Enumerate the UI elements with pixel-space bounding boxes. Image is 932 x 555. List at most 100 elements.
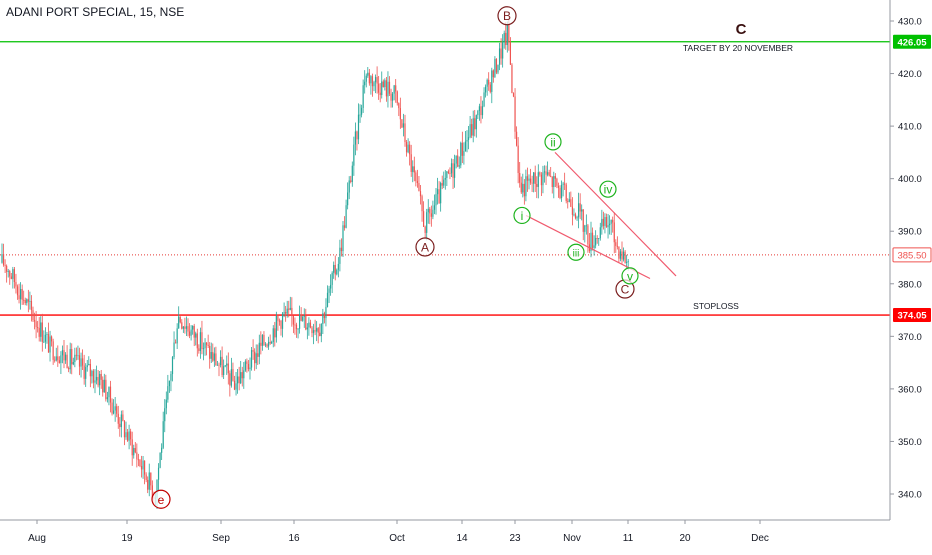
candle-body-73 <box>114 406 116 411</box>
candle-body-202 <box>314 330 316 332</box>
candle-body-106 <box>165 399 167 409</box>
candle-body-260 <box>404 123 406 143</box>
candle-body-162 <box>252 350 254 352</box>
candle-body-166 <box>258 342 260 357</box>
candle-body-182 <box>283 312 285 314</box>
candle-body-155 <box>241 372 243 379</box>
candle-body-253 <box>393 85 395 94</box>
price-tick-label-3: 370.0 <box>898 332 922 343</box>
candle-body-41 <box>64 354 67 361</box>
candle-body-362 <box>562 183 564 185</box>
candle-body-269 <box>418 183 420 192</box>
candle-body-55 <box>86 365 88 368</box>
candle-body-262 <box>407 144 409 153</box>
candle-body-80 <box>125 432 127 438</box>
candle-body-56 <box>88 363 90 366</box>
candle-body-207 <box>322 313 324 324</box>
candle-body-120 <box>187 326 189 332</box>
candle-body-180 <box>280 320 282 329</box>
candle-body-189 <box>294 324 296 326</box>
candle-body-198 <box>308 322 310 328</box>
candle-body-14 <box>23 299 25 301</box>
candle-body-231 <box>359 114 361 116</box>
candle-body-177 <box>275 315 277 338</box>
candle-body-312 <box>485 86 487 93</box>
candle-body-43 <box>68 368 70 370</box>
candle-body-16 <box>26 299 28 304</box>
candle-body-341 <box>529 178 532 183</box>
candle-body-390 <box>605 217 608 228</box>
candle-body-346 <box>537 172 539 187</box>
price-tick-label-2: 360.0 <box>898 384 922 395</box>
candle-body-281 <box>436 189 439 195</box>
candle-body-81 <box>126 432 129 441</box>
candle-body-223 <box>347 192 349 206</box>
candle-body-137 <box>213 353 215 361</box>
candle-body-7 <box>12 269 14 279</box>
candle-body-298 <box>463 151 465 156</box>
candle-body-17 <box>27 299 29 302</box>
candle-body-15 <box>24 300 26 304</box>
price-tick-label-6: 400.0 <box>898 174 922 185</box>
candle-body-255 <box>396 91 398 104</box>
price-tick-label-4: 380.0 <box>898 279 922 290</box>
candle-body-48 <box>75 354 77 356</box>
time-tick-label-10: Dec <box>751 533 769 544</box>
candle-body-216 <box>336 269 338 275</box>
candle-body-214 <box>333 264 335 273</box>
candle-body-384 <box>596 238 598 239</box>
candle-body-321 <box>498 48 501 65</box>
candle-body-377 <box>585 225 587 227</box>
candle-body-292 <box>454 163 456 178</box>
candle-body-104 <box>162 421 164 448</box>
price-tick-label-1: 350.0 <box>898 437 922 448</box>
candle-body-163 <box>254 351 256 364</box>
candle-body-66 <box>103 379 105 393</box>
candle-body-368 <box>571 206 573 215</box>
candle-body-151 <box>235 383 237 390</box>
candle-body-39 <box>61 350 64 356</box>
candle-body-58 <box>91 370 93 377</box>
candle-body-273 <box>424 226 426 233</box>
candle-body-117 <box>182 326 184 329</box>
candle-body-108 <box>168 380 170 387</box>
candle-body-90 <box>140 466 143 470</box>
candle-body-330 <box>512 93 515 97</box>
candle-body-139 <box>216 364 219 366</box>
candle-body-333 <box>517 145 519 174</box>
candle-body-386 <box>599 227 601 239</box>
candle-body-209 <box>325 306 327 319</box>
candle-body-391 <box>607 225 609 228</box>
candle-body-205 <box>319 332 321 337</box>
candle-body-176 <box>274 328 276 338</box>
price-tick-label-5: 390.0 <box>898 227 922 238</box>
candle-body-245 <box>381 81 383 96</box>
candle-body-345 <box>536 183 538 187</box>
wave-label-3: C <box>736 21 747 38</box>
candle-body-123 <box>192 325 194 330</box>
candle-body-145 <box>226 363 228 366</box>
candle-body-105 <box>164 408 166 422</box>
candle-body-375 <box>582 209 584 232</box>
candle-body-201 <box>312 330 315 334</box>
candle-body-79 <box>123 420 126 438</box>
candle-body-349 <box>542 172 544 186</box>
candle-body-49 <box>77 355 79 357</box>
candle-body-270 <box>419 191 422 197</box>
candle-body-173 <box>269 341 271 344</box>
candle-body-119 <box>185 326 188 329</box>
candle-body-257 <box>399 108 401 120</box>
candle-body-240 <box>373 82 375 87</box>
candle-body-121 <box>188 331 191 336</box>
candle-body-0 <box>1 254 3 263</box>
candle-body-305 <box>474 118 476 130</box>
time-tick-label-0: Aug <box>28 533 46 544</box>
candle-body-229 <box>356 131 358 140</box>
candle-body-133 <box>207 344 209 346</box>
candle-body-150 <box>233 380 236 390</box>
candle-body-232 <box>361 107 363 115</box>
candle-body-303 <box>471 124 473 136</box>
candle-body-93 <box>145 474 147 480</box>
